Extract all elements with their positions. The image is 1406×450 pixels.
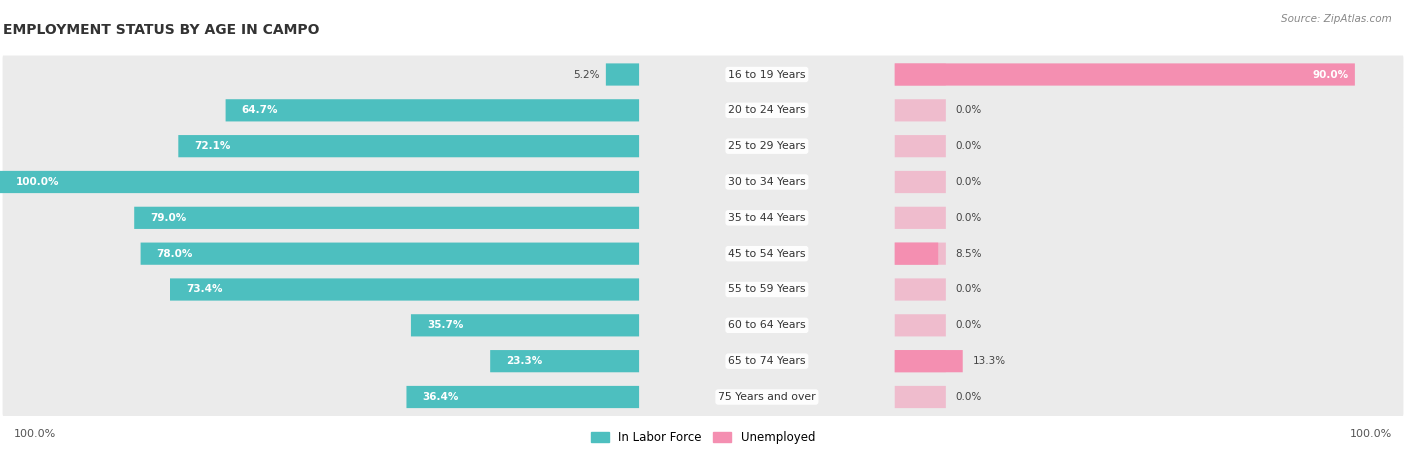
Legend: In Labor Force, Unemployed: In Labor Force, Unemployed xyxy=(591,431,815,444)
FancyBboxPatch shape xyxy=(894,350,946,372)
FancyBboxPatch shape xyxy=(894,314,946,337)
FancyBboxPatch shape xyxy=(179,135,640,157)
FancyBboxPatch shape xyxy=(894,63,1355,86)
Text: 75 Years and over: 75 Years and over xyxy=(718,392,815,402)
Text: 100.0%: 100.0% xyxy=(14,429,56,439)
FancyBboxPatch shape xyxy=(0,171,640,193)
FancyBboxPatch shape xyxy=(894,135,946,157)
Text: 73.4%: 73.4% xyxy=(186,284,222,294)
Text: 0.0%: 0.0% xyxy=(956,392,981,402)
Text: 30 to 34 Years: 30 to 34 Years xyxy=(728,177,806,187)
FancyBboxPatch shape xyxy=(894,63,946,86)
Text: 35 to 44 Years: 35 to 44 Years xyxy=(728,213,806,223)
Text: 16 to 19 Years: 16 to 19 Years xyxy=(728,69,806,80)
Text: 23.3%: 23.3% xyxy=(506,356,543,366)
FancyBboxPatch shape xyxy=(491,350,640,372)
Text: 25 to 29 Years: 25 to 29 Years xyxy=(728,141,806,151)
FancyBboxPatch shape xyxy=(894,207,946,229)
FancyBboxPatch shape xyxy=(3,235,1403,273)
Text: Source: ZipAtlas.com: Source: ZipAtlas.com xyxy=(1281,14,1392,23)
Text: 72.1%: 72.1% xyxy=(194,141,231,151)
FancyBboxPatch shape xyxy=(894,243,946,265)
Text: 13.3%: 13.3% xyxy=(973,356,1005,366)
FancyBboxPatch shape xyxy=(894,279,946,301)
FancyBboxPatch shape xyxy=(894,243,938,265)
FancyBboxPatch shape xyxy=(606,63,640,86)
FancyBboxPatch shape xyxy=(894,386,946,408)
Text: 0.0%: 0.0% xyxy=(956,284,981,294)
Text: 5.2%: 5.2% xyxy=(574,69,599,80)
FancyBboxPatch shape xyxy=(134,207,640,229)
Text: 78.0%: 78.0% xyxy=(156,249,193,259)
FancyBboxPatch shape xyxy=(3,55,1403,94)
Text: 20 to 24 Years: 20 to 24 Years xyxy=(728,105,806,115)
Text: 0.0%: 0.0% xyxy=(956,105,981,115)
FancyBboxPatch shape xyxy=(3,163,1403,201)
Text: 0.0%: 0.0% xyxy=(956,320,981,330)
Text: 100.0%: 100.0% xyxy=(1350,429,1392,439)
FancyBboxPatch shape xyxy=(3,342,1403,380)
Text: 35.7%: 35.7% xyxy=(427,320,464,330)
Text: 45 to 54 Years: 45 to 54 Years xyxy=(728,249,806,259)
Text: 0.0%: 0.0% xyxy=(956,141,981,151)
FancyBboxPatch shape xyxy=(894,99,946,122)
Text: 0.0%: 0.0% xyxy=(956,213,981,223)
FancyBboxPatch shape xyxy=(3,306,1403,344)
Text: 64.7%: 64.7% xyxy=(242,105,278,115)
FancyBboxPatch shape xyxy=(141,243,640,265)
FancyBboxPatch shape xyxy=(894,350,963,372)
Text: 90.0%: 90.0% xyxy=(1312,69,1348,80)
Text: 36.4%: 36.4% xyxy=(422,392,458,402)
FancyBboxPatch shape xyxy=(3,199,1403,237)
Text: 0.0%: 0.0% xyxy=(956,177,981,187)
FancyBboxPatch shape xyxy=(3,127,1403,165)
Text: 79.0%: 79.0% xyxy=(150,213,187,223)
Text: 65 to 74 Years: 65 to 74 Years xyxy=(728,356,806,366)
FancyBboxPatch shape xyxy=(3,91,1403,129)
FancyBboxPatch shape xyxy=(3,270,1403,309)
FancyBboxPatch shape xyxy=(406,386,640,408)
Text: EMPLOYMENT STATUS BY AGE IN CAMPO: EMPLOYMENT STATUS BY AGE IN CAMPO xyxy=(3,23,319,37)
Text: 8.5%: 8.5% xyxy=(956,249,981,259)
Text: 60 to 64 Years: 60 to 64 Years xyxy=(728,320,806,330)
FancyBboxPatch shape xyxy=(225,99,640,122)
FancyBboxPatch shape xyxy=(411,314,640,337)
Text: 100.0%: 100.0% xyxy=(15,177,59,187)
Text: 55 to 59 Years: 55 to 59 Years xyxy=(728,284,806,294)
FancyBboxPatch shape xyxy=(170,279,640,301)
FancyBboxPatch shape xyxy=(894,171,946,193)
FancyBboxPatch shape xyxy=(3,378,1403,416)
